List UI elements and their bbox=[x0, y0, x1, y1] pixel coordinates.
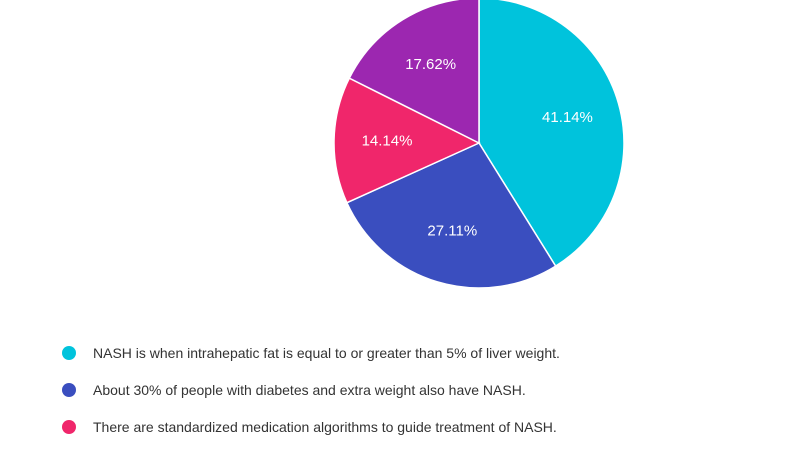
slice-value-label-1: 41.14% bbox=[542, 109, 593, 126]
legend-item-diabetes-prevalence[interactable]: About 30% of people with diabetes and ex… bbox=[62, 377, 560, 403]
pie-slice-1[interactable] bbox=[478, 0, 625, 268]
slice-value-label-2: 27.11% bbox=[427, 223, 477, 240]
legend-label: NASH is when intrahepatic fat is equal t… bbox=[93, 345, 560, 361]
legend-marker-icon bbox=[62, 383, 76, 397]
legend-label: About 30% of people with diabetes and ex… bbox=[93, 382, 526, 398]
pie-chart: 41.14% 27.11% 14.14% 17.62% bbox=[333, 0, 625, 289]
legend-marker-icon bbox=[62, 420, 76, 434]
legend-label: There are standardized medication algori… bbox=[93, 419, 557, 435]
slice-value-label-4: 17.62% bbox=[405, 56, 456, 73]
slice-value-label-3: 14.14% bbox=[362, 133, 413, 150]
chart-legend: NASH is when intrahepatic fat is equal t… bbox=[62, 340, 560, 451]
legend-marker-icon bbox=[62, 346, 76, 360]
pie-slice-4[interactable] bbox=[348, 0, 480, 145]
pie-slice-3[interactable] bbox=[333, 77, 481, 204]
legend-item-nash-definition[interactable]: NASH is when intrahepatic fat is equal t… bbox=[62, 340, 560, 366]
legend-item-medication-algorithms[interactable]: There are standardized medication algori… bbox=[62, 414, 560, 440]
